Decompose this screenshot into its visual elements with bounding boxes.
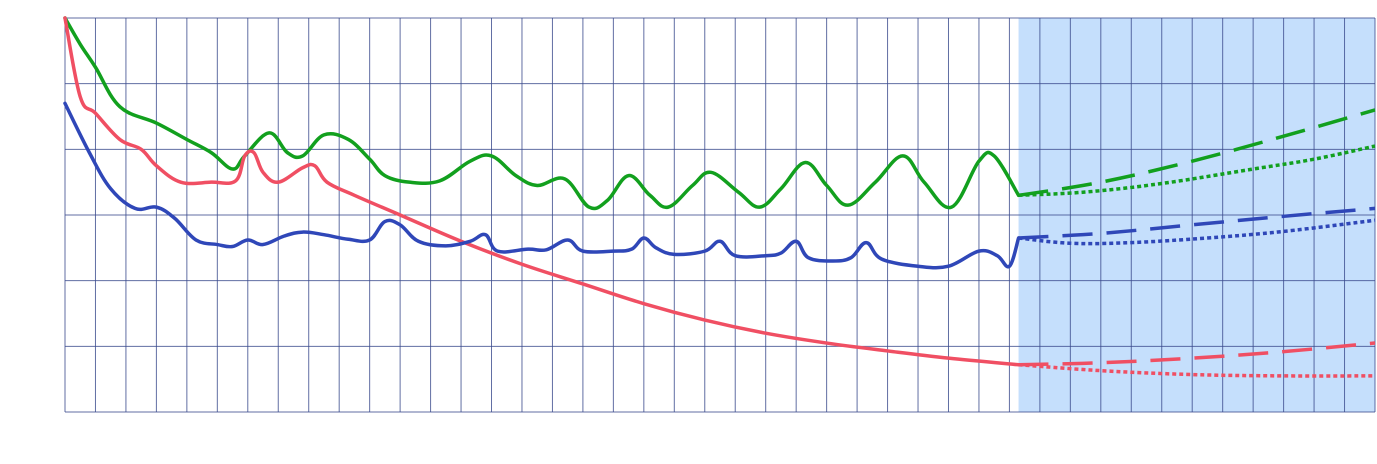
projection-red-dotted — [1018, 362, 1376, 378]
projection-red-dashed — [1018, 341, 1376, 367]
projection-green-dashed — [1018, 108, 1376, 198]
series-layer — [63, 16, 1376, 378]
series-line-red — [63, 16, 1021, 367]
series-line-green — [63, 16, 1021, 211]
grid — [64, 17, 1376, 413]
series-line-blue — [63, 101, 1021, 270]
projection-green-dotted — [1018, 144, 1376, 198]
projection-blue-dotted — [1018, 218, 1376, 246]
projection-blue-dashed — [1018, 206, 1376, 240]
